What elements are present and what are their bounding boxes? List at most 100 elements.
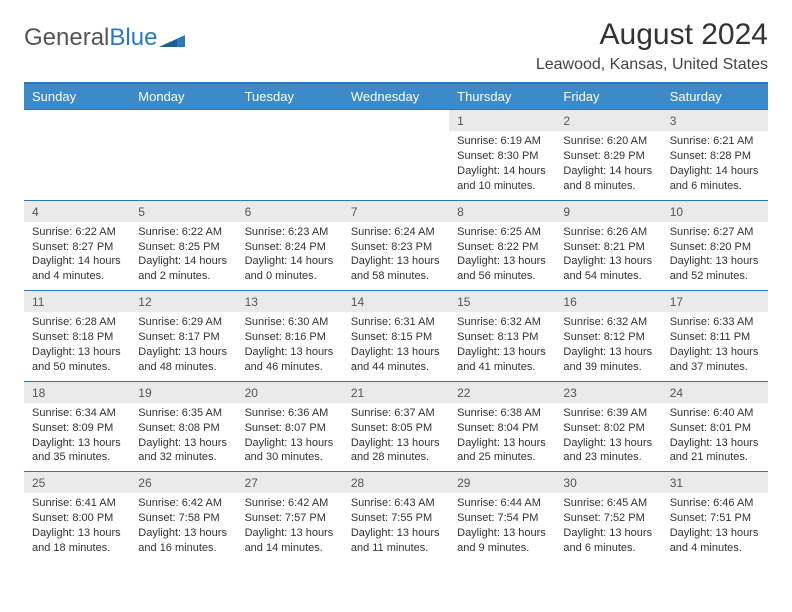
daylight-text: Daylight: 13 hours and 28 minutes. [351, 436, 441, 466]
day-number: 4 [24, 201, 130, 222]
sunset-text: Sunset: 8:17 PM [138, 330, 228, 345]
day-body: Sunrise: 6:30 AMSunset: 8:16 PMDaylight:… [237, 312, 343, 380]
daylight-text: Daylight: 14 hours and 6 minutes. [670, 164, 760, 194]
daylight-text: Daylight: 14 hours and 2 minutes. [138, 254, 228, 284]
brand-part2: Blue [109, 24, 157, 52]
calendar-cell: 25Sunrise: 6:41 AMSunset: 8:00 PMDayligh… [24, 472, 130, 562]
day-header-row: SundayMondayTuesdayWednesdayThursdayFrid… [24, 83, 768, 110]
calendar-cell: 1Sunrise: 6:19 AMSunset: 8:30 PMDaylight… [449, 110, 555, 201]
sunset-text: Sunset: 8:20 PM [670, 240, 760, 255]
day-body: Sunrise: 6:39 AMSunset: 8:02 PMDaylight:… [555, 403, 661, 471]
day-body: Sunrise: 6:41 AMSunset: 8:00 PMDaylight:… [24, 493, 130, 561]
daylight-text: Daylight: 13 hours and 6 minutes. [563, 526, 653, 556]
day-body: Sunrise: 6:42 AMSunset: 7:57 PMDaylight:… [237, 493, 343, 561]
day-body: Sunrise: 6:33 AMSunset: 8:11 PMDaylight:… [662, 312, 768, 380]
day-number: 13 [237, 291, 343, 312]
sunrise-text: Sunrise: 6:40 AM [670, 406, 760, 421]
day-number: 12 [130, 291, 236, 312]
day-number: 6 [237, 201, 343, 222]
calendar-cell: 29Sunrise: 6:44 AMSunset: 7:54 PMDayligh… [449, 472, 555, 562]
day-header: Saturday [662, 83, 768, 110]
sunset-text: Sunset: 7:54 PM [457, 511, 547, 526]
daylight-text: Daylight: 14 hours and 8 minutes. [563, 164, 653, 194]
day-body: Sunrise: 6:28 AMSunset: 8:18 PMDaylight:… [24, 312, 130, 380]
calendar-page: GeneralBlue August 2024 Leawood, Kansas,… [0, 0, 792, 582]
day-number: 17 [662, 291, 768, 312]
day-number: 8 [449, 201, 555, 222]
logo-flag-icon [159, 29, 185, 47]
day-number: 15 [449, 291, 555, 312]
sunrise-text: Sunrise: 6:36 AM [245, 406, 335, 421]
sunrise-text: Sunrise: 6:38 AM [457, 406, 547, 421]
sunrise-text: Sunrise: 6:42 AM [138, 496, 228, 511]
day-number [343, 110, 449, 131]
sunset-text: Sunset: 8:07 PM [245, 421, 335, 436]
day-body: Sunrise: 6:32 AMSunset: 8:12 PMDaylight:… [555, 312, 661, 380]
sunset-text: Sunset: 8:01 PM [670, 421, 760, 436]
day-number: 7 [343, 201, 449, 222]
calendar-cell: 19Sunrise: 6:35 AMSunset: 8:08 PMDayligh… [130, 381, 236, 472]
sunrise-text: Sunrise: 6:37 AM [351, 406, 441, 421]
day-body: Sunrise: 6:42 AMSunset: 7:58 PMDaylight:… [130, 493, 236, 561]
daylight-text: Daylight: 13 hours and 54 minutes. [563, 254, 653, 284]
sunrise-text: Sunrise: 6:24 AM [351, 225, 441, 240]
day-body: Sunrise: 6:43 AMSunset: 7:55 PMDaylight:… [343, 493, 449, 561]
sunset-text: Sunset: 8:24 PM [245, 240, 335, 255]
day-number: 24 [662, 382, 768, 403]
day-header: Thursday [449, 83, 555, 110]
day-body: Sunrise: 6:32 AMSunset: 8:13 PMDaylight:… [449, 312, 555, 380]
sunset-text: Sunset: 8:04 PM [457, 421, 547, 436]
calendar-cell: 22Sunrise: 6:38 AMSunset: 8:04 PMDayligh… [449, 381, 555, 472]
calendar-cell: 28Sunrise: 6:43 AMSunset: 7:55 PMDayligh… [343, 472, 449, 562]
calendar-cell: 15Sunrise: 6:32 AMSunset: 8:13 PMDayligh… [449, 291, 555, 382]
day-body: Sunrise: 6:37 AMSunset: 8:05 PMDaylight:… [343, 403, 449, 471]
day-number: 21 [343, 382, 449, 403]
calendar-cell: 6Sunrise: 6:23 AMSunset: 8:24 PMDaylight… [237, 200, 343, 291]
daylight-text: Daylight: 13 hours and 32 minutes. [138, 436, 228, 466]
calendar-cell [343, 110, 449, 201]
day-number: 18 [24, 382, 130, 403]
sunset-text: Sunset: 8:09 PM [32, 421, 122, 436]
day-number [237, 110, 343, 131]
daylight-text: Daylight: 13 hours and 21 minutes. [670, 436, 760, 466]
day-number: 11 [24, 291, 130, 312]
location-text: Leawood, Kansas, United States [536, 56, 768, 74]
title-block: August 2024 Leawood, Kansas, United Stat… [536, 18, 768, 74]
day-body: Sunrise: 6:29 AMSunset: 8:17 PMDaylight:… [130, 312, 236, 380]
calendar-cell: 4Sunrise: 6:22 AMSunset: 8:27 PMDaylight… [24, 200, 130, 291]
day-body: Sunrise: 6:24 AMSunset: 8:23 PMDaylight:… [343, 222, 449, 290]
day-number: 5 [130, 201, 236, 222]
daylight-text: Daylight: 13 hours and 46 minutes. [245, 345, 335, 375]
calendar-cell: 12Sunrise: 6:29 AMSunset: 8:17 PMDayligh… [130, 291, 236, 382]
day-number [24, 110, 130, 131]
day-header: Sunday [24, 83, 130, 110]
day-body [237, 131, 343, 198]
day-header: Wednesday [343, 83, 449, 110]
sunset-text: Sunset: 7:58 PM [138, 511, 228, 526]
day-number [130, 110, 236, 131]
sunset-text: Sunset: 8:18 PM [32, 330, 122, 345]
day-number: 10 [662, 201, 768, 222]
daylight-text: Daylight: 13 hours and 37 minutes. [670, 345, 760, 375]
day-body: Sunrise: 6:20 AMSunset: 8:29 PMDaylight:… [555, 131, 661, 199]
day-header: Tuesday [237, 83, 343, 110]
sunset-text: Sunset: 8:00 PM [32, 511, 122, 526]
sunrise-text: Sunrise: 6:32 AM [457, 315, 547, 330]
page-header: GeneralBlue August 2024 Leawood, Kansas,… [24, 18, 768, 74]
calendar-cell: 9Sunrise: 6:26 AMSunset: 8:21 PMDaylight… [555, 200, 661, 291]
sunrise-text: Sunrise: 6:33 AM [670, 315, 760, 330]
sunset-text: Sunset: 7:52 PM [563, 511, 653, 526]
day-body [24, 131, 130, 198]
day-number: 19 [130, 382, 236, 403]
sunrise-text: Sunrise: 6:28 AM [32, 315, 122, 330]
calendar-week: 25Sunrise: 6:41 AMSunset: 8:00 PMDayligh… [24, 472, 768, 562]
daylight-text: Daylight: 13 hours and 30 minutes. [245, 436, 335, 466]
day-number: 22 [449, 382, 555, 403]
brand-part1: General [24, 24, 109, 52]
sunrise-text: Sunrise: 6:43 AM [351, 496, 441, 511]
sunrise-text: Sunrise: 6:31 AM [351, 315, 441, 330]
day-body: Sunrise: 6:34 AMSunset: 8:09 PMDaylight:… [24, 403, 130, 471]
sunset-text: Sunset: 8:25 PM [138, 240, 228, 255]
calendar-cell: 16Sunrise: 6:32 AMSunset: 8:12 PMDayligh… [555, 291, 661, 382]
daylight-text: Daylight: 13 hours and 16 minutes. [138, 526, 228, 556]
